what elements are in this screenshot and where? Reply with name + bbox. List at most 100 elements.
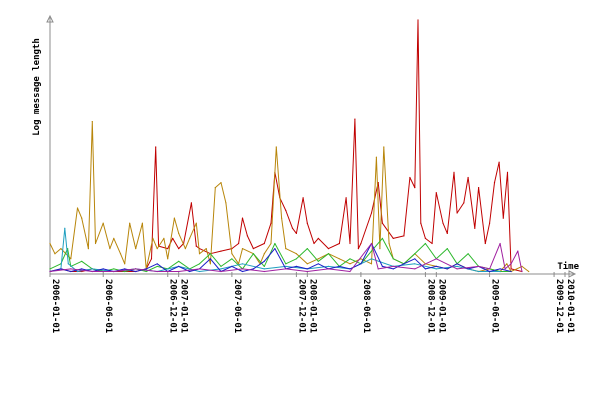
- data-point: [431, 242, 433, 245]
- x-tick-label: 2009-01-01: [436, 279, 446, 333]
- data-point: [349, 268, 351, 270]
- data-point: [349, 263, 351, 265]
- data-point: [474, 227, 476, 229]
- data-point: [349, 258, 351, 260]
- data-point: [76, 270, 79, 273]
- data-point: [178, 232, 180, 234]
- data-point: [209, 253, 211, 255]
- data-point: [81, 268, 83, 270]
- data-point: [478, 265, 480, 267]
- data-point: [119, 253, 122, 255]
- data-point: [285, 265, 287, 267]
- data-point: [295, 232, 297, 234]
- data-point: [220, 182, 222, 184]
- data-point: [306, 270, 308, 273]
- data-point: [209, 263, 211, 265]
- data-point: [357, 248, 359, 250]
- data-point: [424, 237, 426, 239]
- data-point: [446, 248, 448, 250]
- data-point: [124, 263, 126, 265]
- x-tick-label: 2010-01-01: [565, 279, 575, 333]
- data-point: [417, 19, 419, 21]
- data-point: [456, 265, 458, 267]
- data-point: [354, 118, 356, 120]
- data-point: [295, 253, 297, 255]
- data-point: [379, 248, 381, 250]
- data-point: [317, 260, 319, 262]
- data-point: [285, 209, 287, 212]
- series-line: [49, 243, 523, 272]
- data-point: [184, 248, 186, 250]
- data-point: [195, 245, 197, 247]
- data-point: [499, 268, 501, 270]
- data-point: [281, 217, 283, 219]
- data-point: [145, 270, 147, 273]
- data-point: [446, 232, 448, 234]
- data-point: [302, 197, 304, 199]
- data-point: [91, 268, 93, 270]
- series-line: [49, 243, 512, 272]
- data-point: [241, 217, 244, 219]
- data-point: [178, 270, 180, 273]
- data-point: [291, 227, 294, 229]
- data-point: [152, 237, 154, 239]
- data-point: [338, 258, 340, 260]
- x-axis-label: Time: [557, 261, 579, 272]
- data-point: [510, 268, 512, 270]
- x-tick-label: 2006-01-01: [50, 279, 60, 333]
- data-point: [489, 222, 491, 224]
- data-point: [338, 242, 340, 245]
- data-point: [178, 260, 180, 262]
- data-point: [499, 242, 501, 245]
- data-point: [156, 248, 158, 250]
- data-point: [87, 248, 89, 250]
- data-point: [338, 265, 340, 267]
- series-group: [49, 19, 523, 273]
- data-point: [528, 270, 530, 273]
- data-point: [306, 263, 308, 265]
- data-point: [381, 237, 383, 239]
- data-point: [81, 260, 83, 262]
- x-tick-label: 2008-12-01: [425, 279, 435, 333]
- data-point: [381, 265, 383, 267]
- data-point: [195, 222, 197, 224]
- data-point: [414, 268, 416, 270]
- data-point: [76, 207, 79, 209]
- data-point: [135, 270, 137, 273]
- x-tick-layer: 2006-01-01 2006-06-01 2006-12-01 2007-01-01…: [49, 272, 575, 333]
- data-point: [506, 171, 509, 173]
- data-point: [231, 265, 233, 267]
- data-point: [489, 270, 491, 273]
- data-point: [205, 248, 207, 250]
- data-point: [435, 258, 437, 260]
- data-point: [327, 248, 330, 250]
- data-point: [424, 268, 426, 270]
- data-point: [456, 212, 458, 214]
- data-point: [327, 253, 330, 255]
- data-point: [189, 270, 191, 273]
- data-point: [198, 253, 201, 255]
- data-point: [67, 263, 69, 265]
- data-point: [220, 270, 222, 273]
- data-point: [70, 268, 72, 270]
- data-point: [392, 268, 394, 270]
- data-point: [220, 268, 222, 270]
- data-point: [478, 187, 480, 189]
- data-point: [49, 270, 51, 273]
- data-point: [124, 270, 126, 273]
- data-point: [246, 235, 248, 237]
- data-point: [270, 222, 272, 224]
- data-point: [510, 263, 512, 265]
- data-point: [375, 156, 377, 158]
- data-point: [420, 222, 422, 224]
- data-point: [60, 268, 62, 270]
- data-point: [220, 265, 222, 267]
- data-point: [173, 217, 175, 219]
- data-point: [467, 268, 469, 270]
- data-point: [517, 250, 519, 252]
- data-point: [370, 263, 373, 265]
- data-point: [414, 187, 416, 189]
- data-point: [102, 268, 104, 270]
- data-point: [178, 248, 180, 250]
- data-point: [317, 258, 319, 260]
